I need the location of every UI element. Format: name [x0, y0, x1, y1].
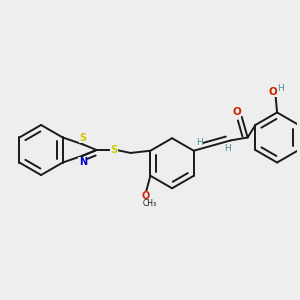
Text: H: H — [196, 138, 202, 147]
Text: H: H — [278, 83, 284, 92]
Text: O: O — [269, 87, 278, 97]
Text: S: S — [111, 145, 118, 155]
Text: CH₃: CH₃ — [142, 199, 157, 208]
Text: H: H — [224, 144, 230, 153]
Text: S: S — [79, 133, 86, 143]
Text: O: O — [232, 107, 241, 118]
Text: O: O — [142, 191, 150, 201]
Text: N: N — [79, 157, 87, 167]
